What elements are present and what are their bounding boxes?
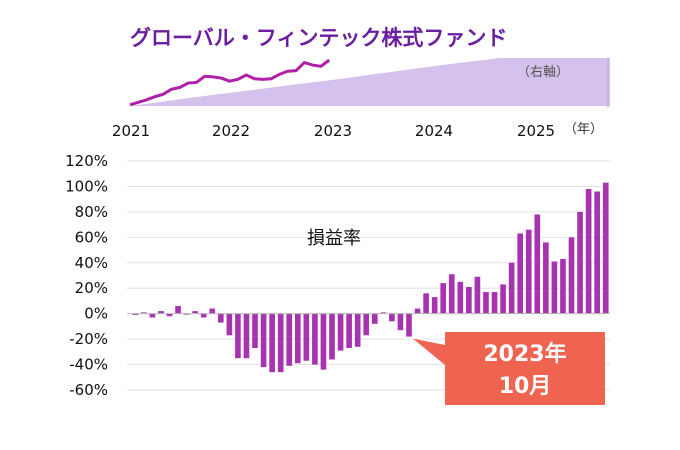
bar [277,313,284,373]
bar [414,308,421,314]
y-tick-label: 0% [84,305,108,323]
bar [448,274,455,314]
y-tick-label: 40% [75,254,108,272]
panel-cut-edge [120,49,615,58]
y-tick-label: -20% [69,330,108,348]
year-label: 2022 [212,122,250,140]
bar [568,237,575,314]
bar [491,292,498,314]
bar [303,313,310,361]
bar [440,283,447,314]
bar [260,313,267,368]
bar [252,313,258,349]
callout-line-2: 10月 [499,374,552,399]
bar [320,313,327,370]
y-tick-label: -60% [69,381,108,399]
year-label: 2025 [517,122,555,140]
year-label: 2021 [112,122,150,140]
bar [423,293,429,314]
callout-box [445,332,605,405]
bar [243,313,250,359]
bar [560,258,566,314]
bar [525,229,532,314]
y-tick-label: 100% [65,177,108,195]
bar [200,313,207,318]
chart-title: グローバル・フィンテック株式ファンド [130,26,507,50]
bar [543,242,549,314]
bar [474,276,481,314]
bar [337,313,344,351]
callout: 2023年 10月 [412,332,605,405]
bar [602,182,609,314]
bar [585,188,592,314]
year-axis: 2021 2022 2023 2024 2025 [112,122,555,140]
bar [483,292,489,314]
y-tick-label: 120% [65,152,108,170]
bar [141,312,147,314]
right-axis-note: （右軸） [517,65,569,80]
y-tick-label: 20% [75,279,108,297]
bar [577,211,583,314]
bar [508,262,515,314]
bar [175,306,181,314]
bar [217,313,224,323]
bar [397,313,404,331]
y-tick-label: 80% [75,203,108,221]
bar [149,313,156,318]
y-tick-label: 60% [75,228,108,246]
bar [235,313,241,359]
bar [269,313,275,373]
year-label: 2024 [415,122,453,140]
top-panel: （右軸） [120,49,615,108]
bar [294,313,301,364]
y-tick-label: -40% [69,356,108,374]
y-axis: 120% 100% 80% 60% 40% 20% 0% -20% -40% -60% [65,152,108,399]
bar [166,313,173,317]
bar [209,308,216,314]
bar [158,311,164,314]
bar [380,312,387,314]
bar [286,313,293,366]
bar [192,311,198,314]
bar [371,313,378,324]
bar [354,313,361,347]
year-unit-label: （年） [564,122,603,137]
profit-rate-label: 損益率 [307,228,361,249]
bar [594,191,600,314]
bar [346,313,352,349]
bar [329,313,335,360]
bar [389,313,395,322]
bar [466,286,472,314]
bar [312,313,318,365]
bar-series [132,182,609,373]
callout-line-1: 2023年 [483,341,566,367]
top-area-series [130,49,610,106]
year-label: 2023 [314,122,352,140]
bar [363,313,370,336]
bar [517,233,524,314]
bar [534,214,541,314]
bar [431,297,438,314]
bar [551,261,558,314]
callout-pointer [412,338,445,365]
bar [500,284,506,314]
bar [132,313,139,315]
bar [406,313,412,337]
top-line-series [129,58,331,107]
bar [457,281,464,314]
bar [226,313,233,336]
